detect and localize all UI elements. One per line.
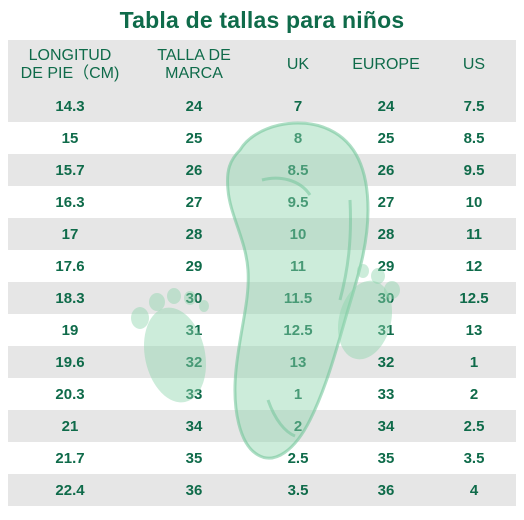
brand-size-cell: 33	[185, 385, 203, 403]
table-row: 18.3 30 11.5 30 12.5	[8, 282, 516, 314]
us-cell: 12	[465, 257, 483, 275]
header-europe: EUROPE	[352, 56, 420, 73]
us-cell: 2.5	[463, 417, 485, 435]
uk-cell: 11.5	[283, 289, 313, 307]
table-row: 15.7 26 8.5 26 9.5	[8, 154, 516, 186]
brand-size-cell: 28	[185, 225, 203, 243]
brand-size-cell: 25	[185, 129, 203, 147]
chart-title: Tabla de tallas para niños	[119, 6, 405, 33]
europe-cell: 24	[377, 97, 395, 115]
us-cell: 8.5	[463, 129, 485, 147]
header-brand-size-line1: TALLA DE	[157, 47, 231, 64]
foot-length-cell: 16.3	[55, 193, 85, 211]
table-row: 17 28 10 28 11	[8, 218, 516, 250]
header-us: US	[462, 56, 486, 73]
table-row: 21.7 35 2.5 35 3.5	[8, 442, 516, 474]
uk-cell: 8	[293, 129, 303, 147]
us-cell: 10	[465, 193, 483, 211]
size-table: LONGITUD DE PIE（CM) TALLA DE MARCA UK EU…	[8, 40, 516, 506]
europe-cell: 29	[377, 257, 395, 275]
table-row: 20.3 33 1 33 2	[8, 378, 516, 410]
us-cell: 11	[466, 225, 482, 243]
europe-cell: 26	[377, 161, 395, 179]
header-uk: UK	[286, 56, 310, 73]
us-cell: 2	[469, 385, 479, 403]
europe-cell: 32	[377, 353, 395, 371]
europe-cell: 30	[377, 289, 395, 307]
header-brand-size: TALLA DE MARCA	[132, 47, 256, 83]
table-row: 17.6 29 11 29 12	[8, 250, 516, 282]
table-row: 19 31 12.5 31 13	[8, 314, 516, 346]
us-cell: 13	[465, 321, 483, 339]
us-cell: 7.5	[463, 97, 485, 115]
us-cell: 12.5	[459, 289, 489, 307]
brand-size-cell: 30	[185, 289, 203, 307]
brand-size-cell: 27	[185, 193, 203, 211]
uk-cell: 8.5	[287, 161, 309, 179]
uk-cell: 13	[289, 353, 307, 371]
brand-size-cell: 34	[185, 417, 203, 435]
brand-size-cell: 36	[185, 481, 203, 499]
foot-length-cell: 20.3	[55, 385, 85, 403]
brand-size-cell: 26	[185, 161, 203, 179]
foot-length-cell: 14.3	[55, 97, 85, 115]
us-cell: 1	[469, 353, 479, 371]
europe-cell: 31	[377, 321, 395, 339]
uk-cell: 2	[293, 417, 303, 435]
europe-cell: 25	[377, 129, 395, 147]
europe-cell: 35	[377, 449, 395, 467]
header-foot-length-line2: DE PIE（CM)	[20, 65, 120, 82]
table-row: 14.3 24 7 24 7.5	[8, 90, 516, 122]
header-brand-size-line2: MARCA	[165, 65, 223, 82]
foot-length-cell: 19	[61, 321, 79, 339]
us-cell: 3.5	[463, 449, 485, 467]
brand-size-cell: 24	[185, 97, 203, 115]
table-header-row: LONGITUD DE PIE（CM) TALLA DE MARCA UK EU…	[8, 40, 516, 90]
uk-cell: 10	[289, 225, 307, 243]
foot-length-cell: 17	[61, 225, 79, 243]
table-row: 15 25 8 25 8.5	[8, 122, 516, 154]
uk-cell: 9.5	[287, 193, 309, 211]
brand-size-cell: 32	[185, 353, 203, 371]
foot-length-cell: 21	[61, 417, 79, 435]
europe-cell: 27	[377, 193, 395, 211]
europe-cell: 34	[377, 417, 395, 435]
uk-cell: 2.5	[287, 449, 309, 467]
uk-cell: 7	[293, 97, 303, 115]
foot-length-cell: 15.7	[55, 161, 85, 179]
table-row: 16.3 27 9.5 27 10	[8, 186, 516, 218]
europe-cell: 33	[377, 385, 395, 403]
table-body: 14.3 24 7 24 7.5 15 25 8 25 8.5 15.7 26 8.5 26 9.5 16.3…	[8, 90, 516, 506]
uk-cell: 3.5	[287, 481, 309, 499]
table-row: 21 34 2 34 2.5	[8, 410, 516, 442]
foot-length-cell: 15	[61, 129, 79, 147]
brand-size-cell: 31	[185, 321, 203, 339]
brand-size-cell: 35	[185, 449, 203, 467]
table-row: 22.4 36 3.5 36 4	[8, 474, 516, 506]
europe-cell: 28	[377, 225, 395, 243]
foot-length-cell: 22.4	[55, 481, 85, 499]
header-foot-length-line1: LONGITUD	[28, 47, 112, 64]
us-cell: 4	[469, 481, 479, 499]
header-foot-length: LONGITUD DE PIE（CM)	[8, 47, 132, 83]
uk-cell: 11	[290, 257, 306, 275]
brand-size-cell: 29	[185, 257, 203, 275]
foot-length-cell: 17.6	[55, 257, 85, 275]
europe-cell: 36	[377, 481, 395, 499]
us-cell: 9.5	[463, 161, 485, 179]
uk-cell: 1	[293, 385, 303, 403]
foot-length-cell: 18.3	[55, 289, 85, 307]
table-row: 19.6 32 13 32 1	[8, 346, 516, 378]
foot-length-cell: 19.6	[55, 353, 85, 371]
uk-cell: 12.5	[283, 321, 313, 339]
foot-length-cell: 21.7	[55, 449, 85, 467]
